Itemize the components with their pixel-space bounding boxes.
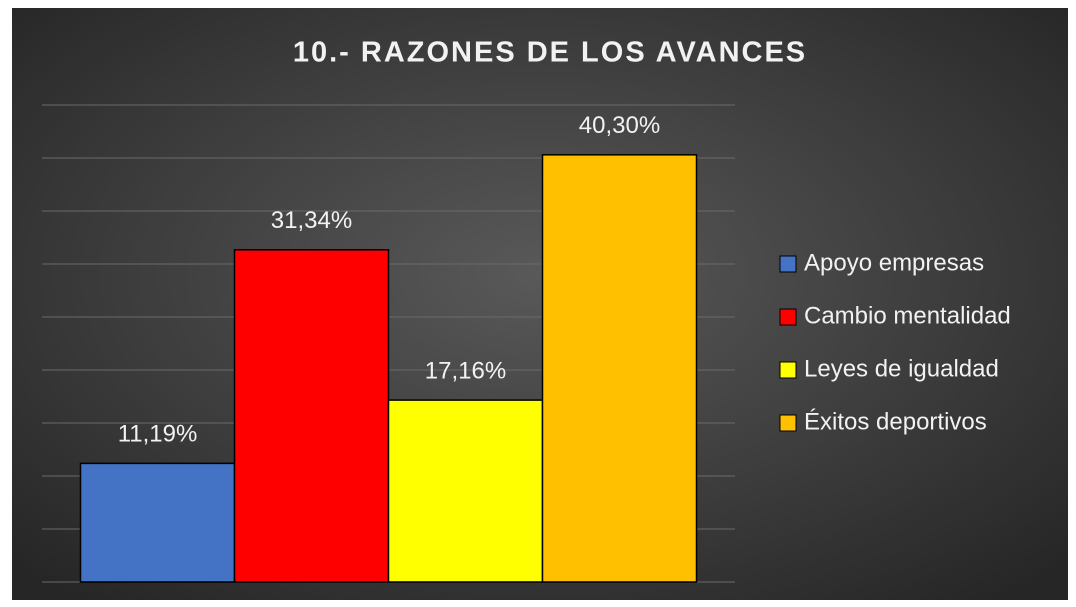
legend-label: Éxitos deportivos bbox=[804, 408, 987, 435]
value-label: 17,16% bbox=[425, 357, 506, 384]
bar bbox=[233, 249, 390, 583]
bar bbox=[541, 154, 698, 583]
legend-label: Leyes de igualdad bbox=[804, 355, 999, 382]
legend-swatch bbox=[779, 414, 797, 432]
legend-label: Cambio mentalidad bbox=[804, 302, 1011, 329]
value-label: 40,30% bbox=[579, 112, 660, 139]
value-label: 11,19% bbox=[118, 421, 198, 448]
value-label: 31,34% bbox=[271, 207, 352, 234]
legend-swatch bbox=[779, 308, 797, 326]
legend-swatch bbox=[779, 255, 797, 273]
legend-swatch bbox=[779, 361, 797, 379]
legend-label: Apoyo empresas bbox=[804, 249, 984, 276]
bar bbox=[79, 462, 236, 583]
chart-title: 10.- RAZONES DE LOS AVANCES bbox=[293, 37, 807, 69]
bar bbox=[387, 399, 544, 583]
